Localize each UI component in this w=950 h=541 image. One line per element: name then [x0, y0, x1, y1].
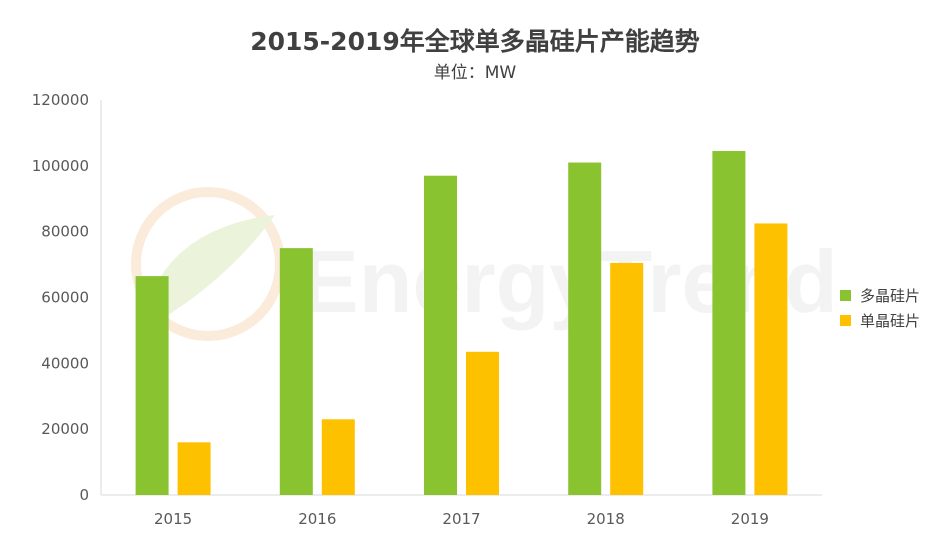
y-tick-label: 0 [79, 486, 89, 504]
y-tick-label: 60000 [41, 289, 89, 307]
legend: 多晶硅片 单晶硅片 [840, 283, 920, 333]
y-tick-label: 40000 [41, 354, 89, 372]
tick-labels: 0 20000 40000 60000 80000 100000 120000 2015 201… [32, 91, 769, 528]
y-tick-label: 100000 [32, 157, 89, 175]
x-tick-label: 2016 [298, 510, 336, 528]
bars [135, 151, 788, 496]
bar-monocrystalline-2016 [321, 419, 355, 495]
legend-item-monocrystalline: 单晶硅片 [840, 308, 920, 333]
legend-item-polycrystalline: 多晶硅片 [840, 283, 920, 308]
x-tick-label: 2018 [587, 510, 625, 528]
legend-label-polycrystalline: 多晶硅片 [860, 287, 921, 305]
legend-swatch-polycrystalline [840, 290, 851, 301]
x-tick-label: 2019 [731, 510, 769, 528]
y-tick-label: 120000 [32, 91, 89, 109]
bar-monocrystalline-2015 [177, 442, 211, 495]
x-tick-label: 2015 [154, 510, 192, 528]
bar-polycrystalline-2016 [279, 248, 313, 495]
chart-title: 2015-2019年全球单多晶硅片产能趋势 [250, 27, 700, 56]
bar-polycrystalline-2019 [712, 151, 746, 496]
y-tick-label: 80000 [41, 223, 89, 241]
axes [100, 100, 822, 496]
bar-monocrystalline-2019 [754, 223, 788, 495]
x-tick-label: 2017 [442, 510, 480, 528]
bar-monocrystalline-2017 [466, 351, 499, 495]
y-tick-label: 20000 [41, 420, 89, 438]
legend-label-monocrystalline: 单晶硅片 [860, 312, 921, 330]
bar-monocrystalline-2018 [610, 262, 644, 495]
bar-polycrystalline-2015 [135, 276, 169, 495]
bar-polycrystalline-2017 [424, 175, 457, 496]
chart-subtitle: 单位：MW [433, 63, 517, 83]
legend-swatch-monocrystalline [840, 315, 851, 326]
bar-polycrystalline-2018 [568, 162, 602, 495]
